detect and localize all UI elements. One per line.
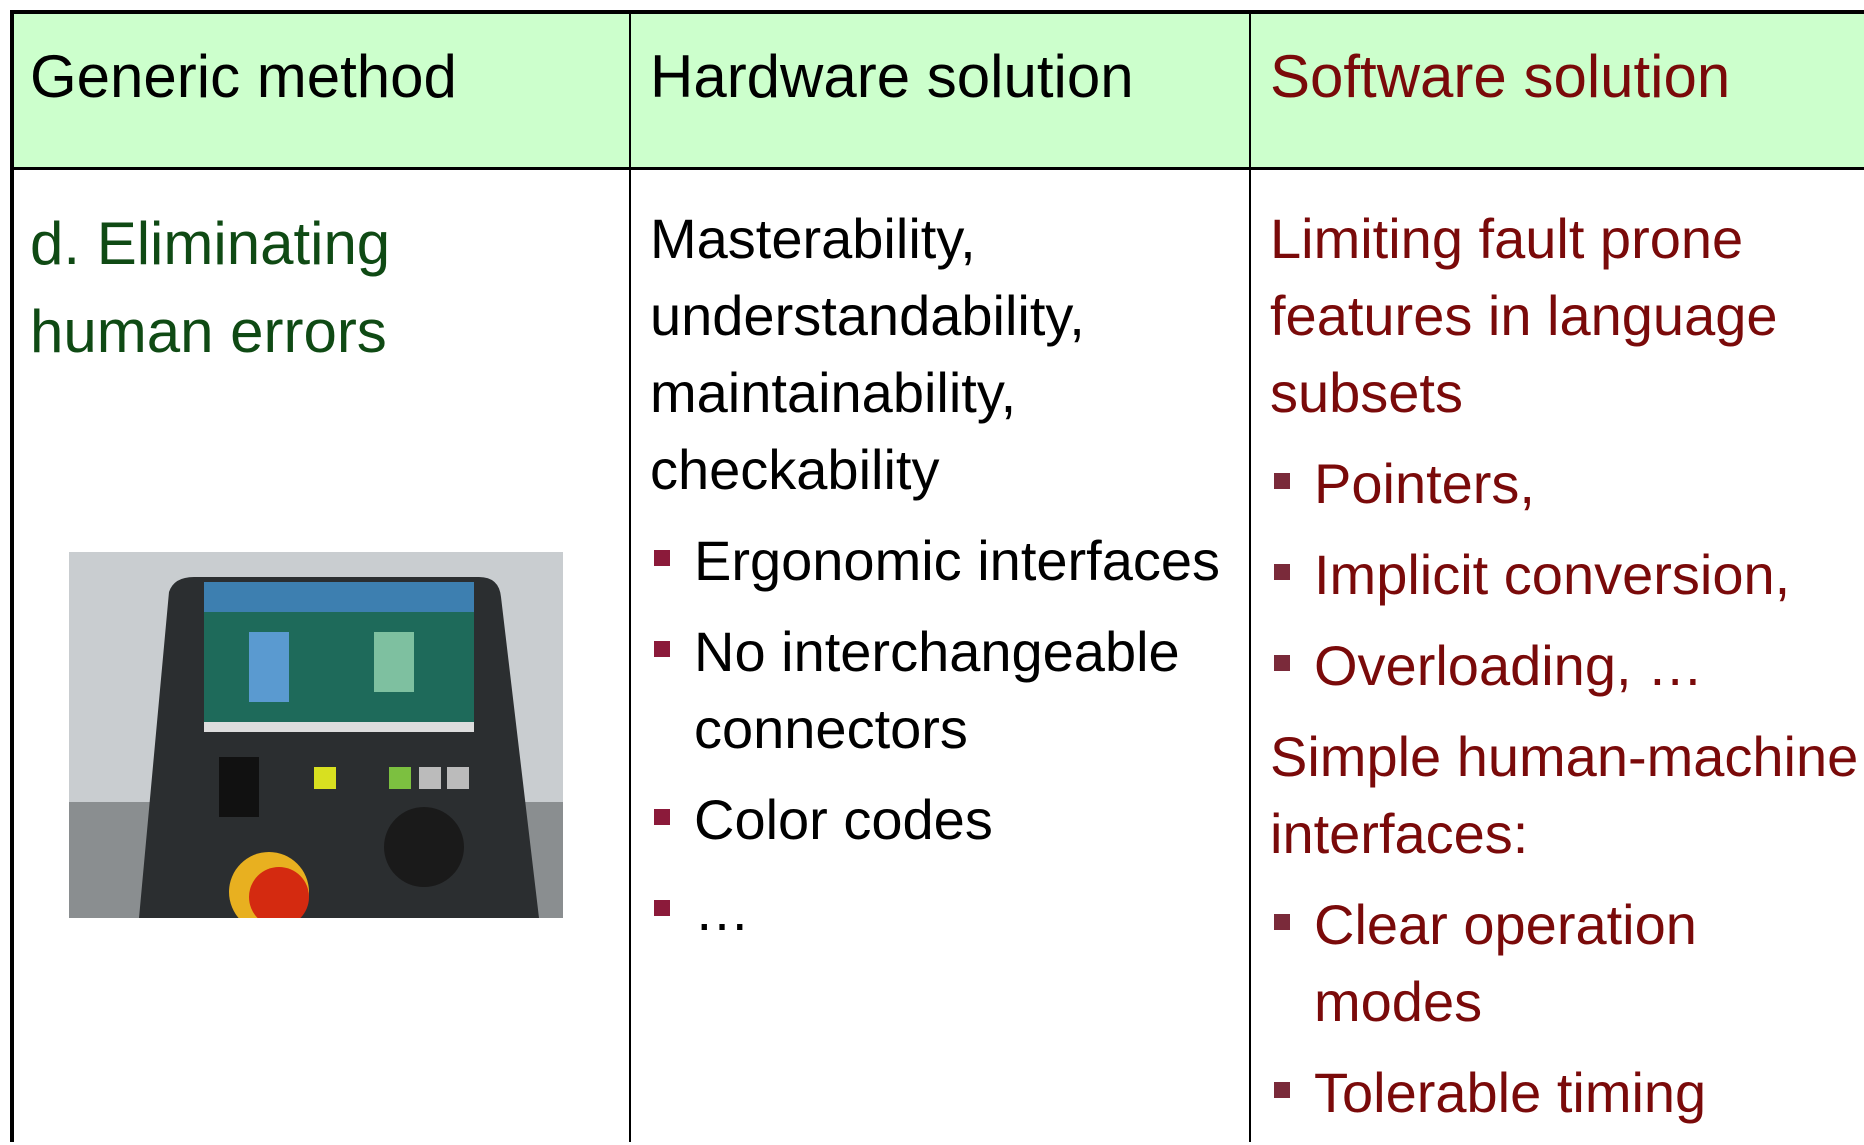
table-frame xyxy=(10,10,1864,1142)
bullet-item: Implicit conversion, xyxy=(1270,536,1860,613)
header-cell: Generic method xyxy=(30,43,457,110)
divider xyxy=(629,14,631,1142)
bullet-item: Color codes xyxy=(650,781,1230,858)
header-cell: Software solution xyxy=(1270,43,1731,110)
bullet-item: Clear operation modes xyxy=(1270,886,1860,1040)
software-cell: Limiting fault prone features in languag… xyxy=(1270,200,1860,1145)
hardware-intro: Masterability, understandability, mainta… xyxy=(650,207,1085,501)
divider xyxy=(1249,14,1251,1142)
bullet-item: Pointers, xyxy=(1270,445,1860,522)
bullet-item: Tolerable timing xyxy=(1270,1054,1860,1131)
header-row xyxy=(14,14,1864,170)
hardware-cell: Masterability, understandability, mainta… xyxy=(650,200,1230,963)
header-cell: Hardware solution xyxy=(650,43,1134,110)
bullet-item: No interchangeable connectors xyxy=(650,613,1230,767)
method-label: d. Eliminating human errors xyxy=(30,210,391,365)
bullet-item: … xyxy=(650,872,1230,949)
software-bullets: Clear operation modes Tolerable timing xyxy=(1270,886,1860,1131)
hardware-bullets: Ergonomic interfaces No interchangeable c… xyxy=(650,522,1230,949)
bullet-item: Overloading, … xyxy=(1270,627,1860,704)
software-bullets: Pointers, Implicit conversion, Overloading… xyxy=(1270,445,1860,704)
device-image xyxy=(69,552,563,918)
bullet-item: Ergonomic interfaces xyxy=(650,522,1230,599)
software-intro: Limiting fault prone features in languag… xyxy=(1270,207,1778,424)
software-intro: Simple human-machine interfaces: xyxy=(1270,725,1859,865)
